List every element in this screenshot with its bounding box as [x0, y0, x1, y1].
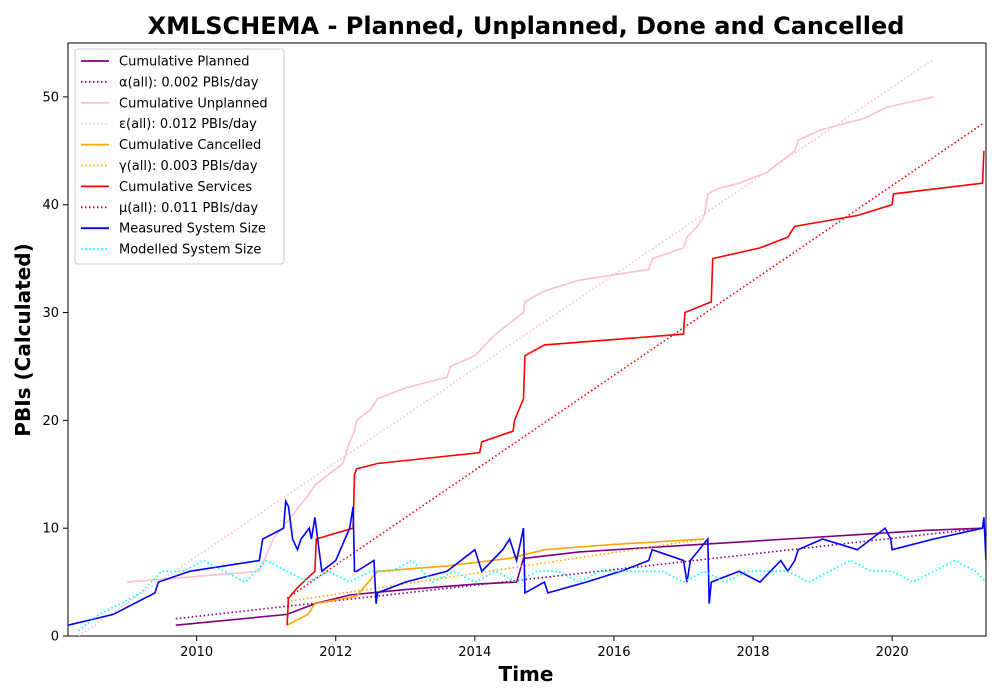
y-tick-label: 20 — [42, 414, 59, 429]
legend-entry: Cumulative Cancelled — [119, 138, 261, 153]
x-tick-label: 2012 — [319, 645, 352, 660]
series-line-1 — [175, 527, 983, 620]
x-tick-label: 2016 — [597, 645, 630, 660]
chart-title: XMLSCHEMA - Planned, Unplanned, Done and… — [148, 12, 905, 40]
legend-entry: ε(all): 0.012 PBIs/day — [119, 117, 257, 132]
series-line-8 — [68, 498, 986, 626]
x-axis-label: Time — [499, 662, 554, 686]
series-line-2 — [127, 96, 934, 583]
legend-box — [74, 48, 285, 265]
series-line-7 — [286, 123, 983, 599]
y-tick-label: 10 — [42, 522, 59, 537]
y-tick-label: 50 — [42, 90, 59, 105]
x-tick-label: 2018 — [736, 645, 769, 660]
x-tick-label: 2020 — [876, 645, 909, 660]
legend-entry: α(all): 0.002 PBIs/day — [119, 75, 259, 90]
y-axis-label: PBIs (Calculated) — [11, 243, 35, 436]
y-axis: 0 10 20 30 40 50 — [42, 90, 68, 645]
y-tick-label: 0 — [51, 630, 59, 645]
series-line-0 — [175, 527, 983, 626]
y-tick-label: 30 — [42, 306, 59, 321]
legend-entry: Cumulative Planned — [119, 55, 249, 70]
x-axis: 2010 2012 2014 2016 2018 2020 — [180, 636, 909, 660]
x-tick-label: 2014 — [458, 645, 491, 660]
series-line-9 — [77, 559, 986, 632]
x-tick-label: 2010 — [180, 645, 213, 660]
legend-entry: Measured System Size — [119, 222, 266, 237]
legend: Cumulative Planned α(all): 0.002 PBIs/day… — [74, 48, 285, 265]
legend-entry: Modelled System Size — [119, 243, 261, 258]
legend-entry: γ(all): 0.003 PBIs/day — [119, 159, 258, 174]
legend-entry: Cumulative Services — [119, 180, 252, 195]
series-line-4 — [286, 538, 705, 626]
plot-frame — [67, 42, 987, 637]
series-line-6 — [286, 150, 985, 626]
legend-entry: Cumulative Unplanned — [119, 96, 268, 111]
y-tick-label: 40 — [42, 198, 59, 213]
legend-entry: μ(all): 0.011 PBIs/day — [119, 201, 258, 216]
